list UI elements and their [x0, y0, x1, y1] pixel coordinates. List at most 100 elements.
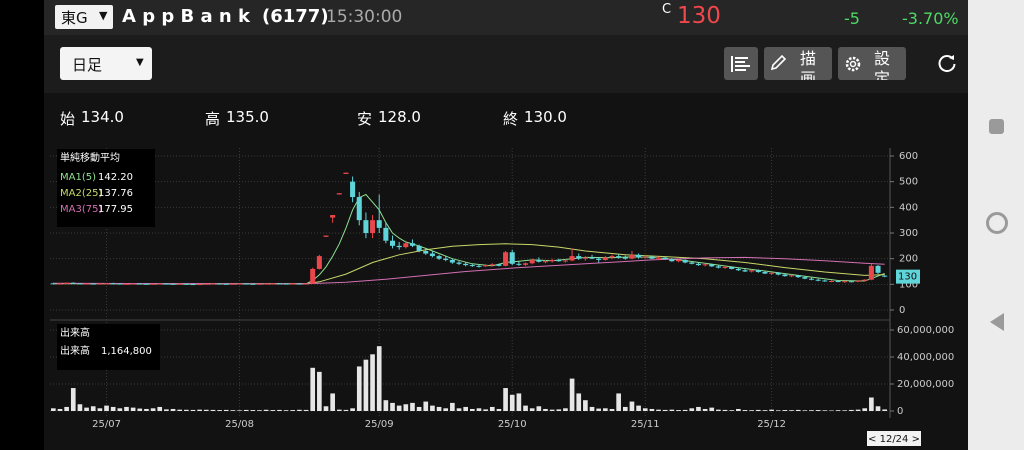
volume-bar: [230, 410, 236, 411]
chart: 0 100 200 300 400 500 600 0 20,000,000 40,000,000…: [50, 148, 954, 446]
candle-body: [409, 243, 415, 246]
volume-tick-label: 60,000,000: [897, 325, 954, 336]
back-button[interactable]: [988, 312, 1006, 332]
candle-body: [256, 283, 263, 285]
market: 東G: [61, 9, 88, 27]
volume-bar: [775, 410, 781, 411]
volume-bar: [822, 410, 828, 411]
ma-line: [53, 256, 885, 285]
candle-body: [177, 283, 183, 285]
volume-bar: [835, 410, 841, 411]
candle-body: [143, 283, 149, 285]
ohlc-label: 始: [60, 110, 76, 128]
volume-bar: [536, 406, 542, 411]
volume-bar: [383, 400, 389, 411]
candle-body: [882, 275, 888, 277]
candle-body: [170, 283, 176, 285]
volume-bar: [130, 407, 136, 411]
candle-body: [483, 265, 489, 267]
candle-body: [270, 283, 276, 285]
ma-legend-title: 単純移動平均: [60, 151, 120, 164]
candle-body: [370, 220, 376, 233]
volume-bar: [516, 393, 522, 411]
candle-body: [210, 283, 216, 285]
period-select[interactable]: 日足 ▼: [60, 47, 152, 80]
settings-button[interactable]: 設定: [838, 47, 906, 80]
time: 15:30:00: [326, 7, 403, 27]
candle-body: [609, 256, 615, 258]
candle-body: [330, 215, 336, 218]
candle-body: [423, 250, 429, 254]
candle-body: [363, 220, 369, 233]
volume-bar: [802, 410, 808, 411]
candle-body: [123, 283, 130, 285]
volume-bar: [789, 410, 794, 411]
candle-body: [689, 262, 695, 264]
volume-bar: [815, 410, 821, 411]
volume-bar: [629, 401, 635, 411]
volume-bar: [396, 405, 402, 411]
candle-body: [396, 245, 402, 248]
volume-bar: [416, 406, 422, 411]
candle-body: [130, 283, 136, 285]
x-tick-label: 25/09: [365, 419, 394, 430]
volume-legend-label: 出来高: [60, 344, 90, 357]
y-tick-label: 0: [899, 305, 905, 316]
volume-bar: [317, 371, 322, 411]
refresh-button[interactable]: [936, 52, 958, 74]
candle-body: [828, 280, 834, 282]
candle-body: [629, 254, 635, 259]
candle-body: [868, 265, 874, 280]
volume-bar: [489, 406, 495, 411]
candle-body: [70, 282, 76, 284]
candle-body: [150, 283, 156, 285]
candle-body: [449, 259, 455, 263]
candle-body: [223, 283, 229, 285]
candle-body: [549, 259, 555, 262]
recent-apps-button[interactable]: [989, 119, 1004, 134]
candle-body: [722, 266, 728, 268]
candle-body: [84, 283, 90, 285]
volume-bar: [556, 409, 562, 411]
volume-bar: [97, 408, 103, 411]
candle-body: [855, 280, 861, 282]
volume-bar: [423, 401, 429, 411]
draw-button[interactable]: 描画: [764, 47, 832, 80]
volume-bar: [722, 409, 728, 411]
volume-tick-label: 20,000,000: [897, 379, 954, 390]
candle-body: [542, 261, 549, 263]
candle-body: [669, 259, 675, 262]
home-button[interactable]: [986, 212, 1008, 234]
volume-bar: [656, 409, 661, 411]
candle-body: [203, 283, 209, 285]
volume-bar: [77, 404, 83, 411]
volume-bar: [503, 388, 508, 411]
volume-bar: [297, 409, 302, 411]
volume-bar: [795, 409, 801, 411]
candle-body: [795, 275, 801, 278]
volume-bar: [124, 406, 129, 411]
candle-body: [50, 283, 56, 285]
indicator-icon: [731, 56, 750, 72]
volume-tick-label: 0: [897, 406, 903, 417]
candle-body: [815, 279, 821, 281]
candle-body: [682, 259, 688, 263]
volume-bar: [603, 408, 608, 411]
candle-body: [516, 263, 522, 265]
candle-body: [350, 181, 356, 198]
candle-body: [755, 270, 761, 273]
candle-body: [662, 257, 668, 260]
volume-bar: [649, 408, 655, 411]
indicator-button[interactable]: [724, 47, 758, 80]
candle-body: [656, 257, 662, 259]
market-select[interactable]: 東G ▼: [55, 5, 113, 29]
candle-body: [735, 268, 741, 271]
candle-body: [675, 259, 682, 262]
volume-bar: [64, 406, 69, 411]
volume-tick-label: 40,000,000: [897, 352, 954, 363]
volume-bar: [330, 393, 335, 411]
nav-bar: [968, 0, 1024, 450]
candle-body: [715, 266, 721, 268]
volume-bar: [483, 409, 488, 411]
